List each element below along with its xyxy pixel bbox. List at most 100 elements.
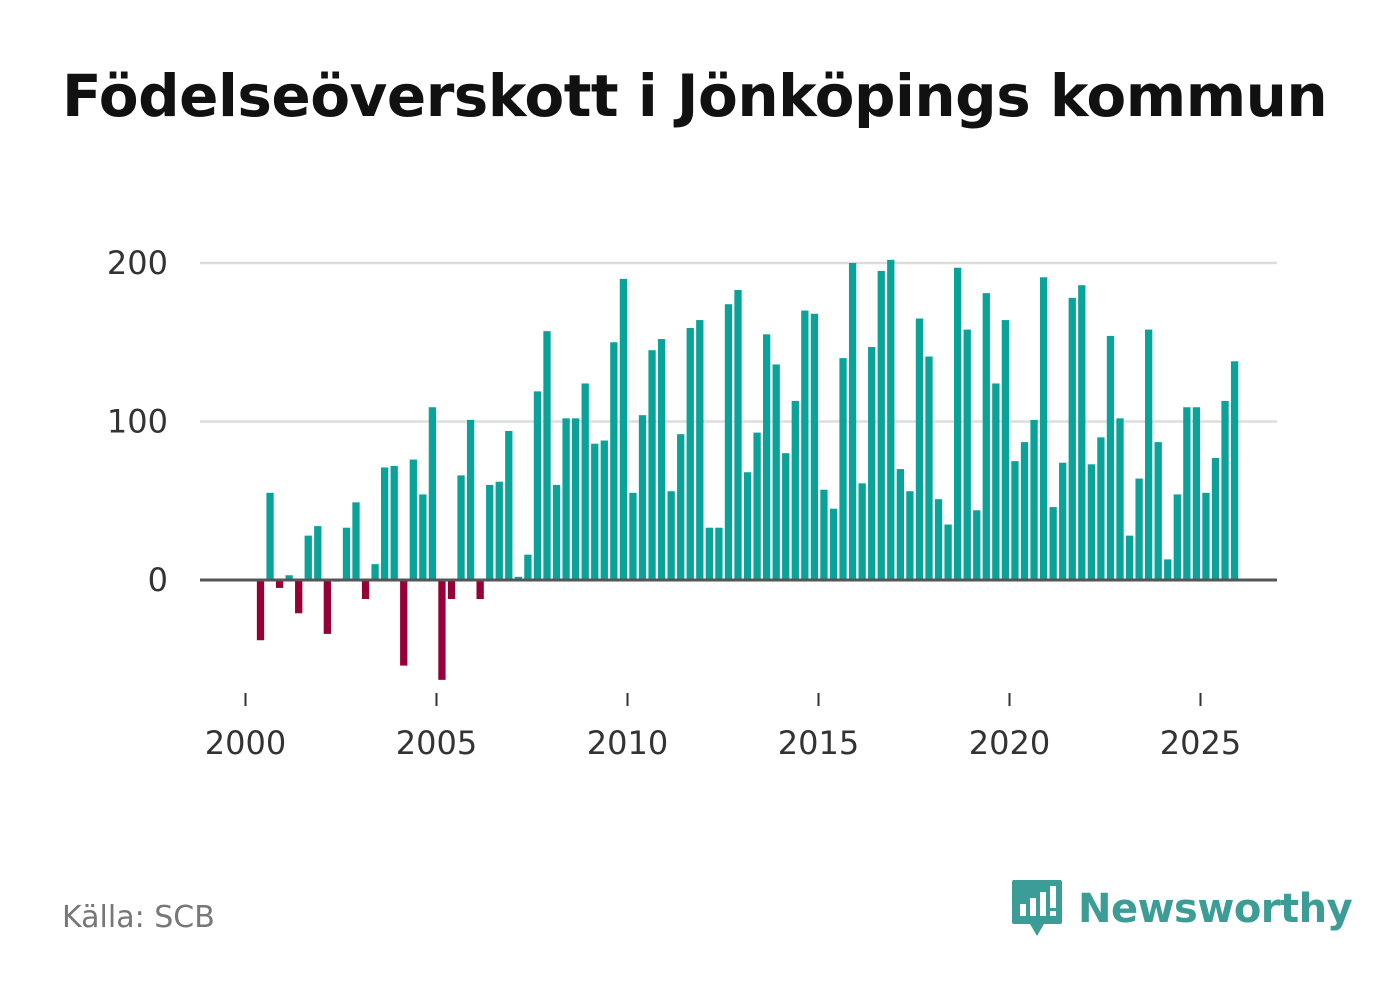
bar	[1078, 285, 1086, 580]
bar	[1173, 494, 1181, 580]
bar	[1154, 442, 1162, 581]
bar	[304, 535, 312, 580]
bar	[915, 318, 924, 580]
bar	[810, 313, 819, 580]
newsworthy-logo-icon	[1012, 880, 1062, 936]
bar	[686, 327, 694, 580]
bar	[428, 407, 437, 580]
bar	[829, 508, 838, 581]
bars	[256, 259, 1239, 680]
bar	[1202, 492, 1210, 580]
bar	[352, 502, 360, 580]
bar	[600, 440, 608, 580]
bar	[591, 443, 599, 580]
y-tick-label: 100	[107, 403, 168, 441]
bar	[772, 364, 780, 580]
bar	[982, 293, 990, 580]
bar	[466, 419, 475, 580]
bar	[419, 494, 427, 580]
x-tick-label: 2025	[1160, 724, 1241, 762]
bar	[667, 491, 675, 580]
bar	[256, 580, 265, 641]
bar	[925, 356, 933, 580]
bar	[1145, 329, 1153, 580]
bar	[1020, 442, 1029, 581]
bar	[906, 491, 914, 580]
axes: 0 100 200 2000 2005 2010 2015 2020 2025	[107, 244, 1277, 762]
x-tick-label: 2020	[969, 724, 1050, 762]
bar	[1221, 400, 1229, 580]
bar	[782, 453, 790, 580]
bar	[314, 526, 322, 580]
bar	[295, 580, 303, 614]
bar	[1164, 559, 1172, 580]
bar	[342, 527, 351, 580]
bar	[1106, 335, 1115, 580]
bar	[266, 492, 274, 580]
bar	[963, 329, 971, 580]
bar	[543, 331, 551, 580]
bar	[381, 467, 389, 580]
bar	[944, 524, 952, 580]
bar	[476, 580, 484, 600]
bar	[1059, 462, 1067, 580]
bar	[820, 489, 828, 580]
bar	[572, 418, 580, 580]
bar	[638, 415, 647, 580]
bar	[1097, 437, 1105, 580]
bar	[954, 267, 962, 580]
bar	[868, 347, 876, 580]
bar	[1039, 277, 1048, 580]
brand-logo: Newsworthy	[1010, 878, 1353, 940]
bar	[1030, 419, 1038, 580]
bar	[1116, 418, 1124, 580]
bar	[877, 270, 885, 580]
bar	[1192, 407, 1201, 580]
bar	[400, 580, 408, 666]
bar	[858, 483, 866, 580]
bar	[562, 418, 570, 580]
bar	[657, 339, 666, 580]
bar	[1011, 461, 1019, 581]
y-tick-label: 200	[107, 244, 168, 282]
bar	[371, 564, 379, 580]
bar	[743, 472, 752, 580]
x-tick-label: 2000	[205, 724, 286, 762]
bar	[533, 391, 542, 580]
bar	[724, 304, 733, 580]
bar	[619, 278, 628, 580]
bar	[361, 580, 370, 600]
bar	[629, 492, 637, 580]
x-tick-label: 2005	[396, 724, 477, 762]
bar	[275, 580, 284, 588]
x-tick-label: 2015	[778, 724, 859, 762]
bar	[1001, 320, 1010, 580]
bar	[801, 310, 809, 580]
bar	[1125, 535, 1134, 580]
bar	[1211, 457, 1220, 580]
bar	[1183, 407, 1191, 580]
bar	[696, 320, 704, 580]
brand-name: Newsworthy	[1078, 886, 1353, 932]
source-label: Källa: SCB	[62, 900, 215, 935]
bar	[581, 383, 589, 580]
bar	[648, 350, 656, 580]
bar	[715, 527, 723, 580]
chart-title: Födelseöverskott i Jönköpings kommun	[62, 62, 1328, 130]
bar	[495, 481, 503, 580]
y-tick-label: 0	[148, 561, 168, 599]
bar	[524, 554, 532, 580]
bar	[848, 263, 857, 580]
bar	[887, 259, 895, 580]
bar	[552, 484, 561, 580]
bar	[1087, 464, 1095, 580]
bar	[390, 465, 398, 580]
bar	[514, 576, 522, 580]
bar	[457, 475, 465, 580]
bar	[896, 469, 904, 580]
bar	[447, 580, 456, 600]
bar	[438, 580, 446, 680]
bar	[973, 510, 981, 580]
bar	[763, 334, 771, 580]
